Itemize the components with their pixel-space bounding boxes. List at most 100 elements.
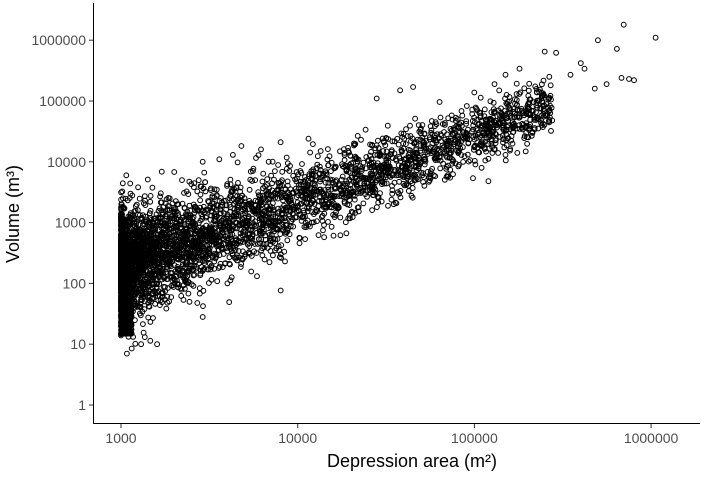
x-axis-title: Depression area (m²) [327,451,497,471]
data-point [200,185,207,192]
data-point [163,305,170,312]
data-point [391,179,398,186]
data-point [195,257,202,263]
data-point [181,204,188,211]
data-point [333,209,339,216]
data-point [631,77,637,84]
data-point [228,189,235,196]
data-point [325,186,332,193]
data-point [499,113,506,120]
data-point [513,80,520,87]
data-point [147,337,154,344]
data-point [280,197,286,204]
data-point [228,248,235,255]
data-point [140,329,147,336]
data-point [431,146,438,153]
data-point [410,84,417,90]
data-point [434,146,440,153]
data-point [470,175,476,182]
data-point [367,152,373,159]
data-point [294,199,301,206]
data-point [320,227,326,234]
data-point [274,236,281,242]
data-point [369,207,376,214]
data-point [303,224,310,231]
data-point [132,340,139,347]
data-point [157,190,164,197]
data-point [191,263,198,270]
data-point [307,149,314,156]
data-point [539,81,545,88]
data-point [183,259,190,266]
data-point [215,265,222,271]
data-point [461,153,468,160]
data-point [191,180,198,187]
data-point [533,109,539,115]
data-point [195,177,202,184]
data-point [385,136,392,142]
data-point [118,204,124,211]
x-tick-label: 1000000 [624,430,679,446]
data-point [376,153,383,160]
data-point [284,178,291,185]
data-point [338,176,345,183]
data-point [283,154,290,161]
data-point [238,261,245,267]
data-point [253,208,260,215]
data-point [123,172,130,179]
data-point [250,220,257,227]
data-point [146,297,153,304]
data-point [279,168,286,175]
data-point [436,99,443,105]
data-point [514,150,521,156]
data-point [181,264,188,271]
data-point [341,152,348,158]
data-point [305,205,312,212]
data-point [368,149,374,155]
data-point [498,105,504,112]
data-point [249,178,256,184]
data-point [459,112,466,119]
data-point [351,142,357,149]
data-point [439,142,446,149]
data-point [485,178,492,185]
data-point [476,142,483,148]
data-point [197,197,204,204]
data-point [321,234,328,241]
data-point [211,213,218,220]
data-point [380,148,387,154]
data-point [214,278,221,285]
data-point [349,214,356,221]
data-point [510,108,516,115]
data-point [200,303,206,310]
data-point [346,162,353,168]
data-point [314,153,321,160]
data-point [458,108,465,114]
data-point [194,188,201,195]
data-point [397,188,404,194]
data-point [337,214,344,221]
data-point [190,251,197,258]
data-point [197,272,204,279]
data-point [147,198,154,205]
data-point [281,248,288,255]
data-point [351,141,358,148]
data-point [400,145,407,152]
data-point [321,192,328,198]
data-point [471,144,478,150]
data-point [150,315,156,321]
data-point [265,230,272,236]
data-point [441,176,448,183]
y-tick-label: 10 [70,336,86,352]
data-point [507,147,513,154]
data-point [547,82,554,89]
x-axis-ticks: 1000 10000 100000 1000000 [105,424,679,446]
data-point [471,89,478,96]
data-point [155,293,162,300]
data-point [305,135,312,142]
data-point [310,168,317,175]
data-point [354,204,361,211]
data-point [333,193,339,200]
data-point [171,169,178,175]
